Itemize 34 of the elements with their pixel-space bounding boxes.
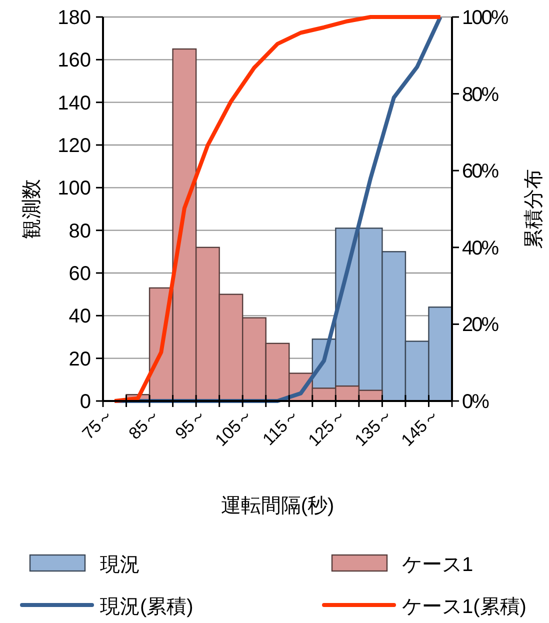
x-axis-title: 運転間隔(秒) xyxy=(220,495,334,517)
y-tick-label: 20 xyxy=(68,348,91,370)
y-tick-label: 60 xyxy=(68,263,91,285)
y-tick-label: 180 xyxy=(58,7,91,29)
y-tick-label: 80 xyxy=(68,220,91,242)
x-tick-label: 125～ xyxy=(304,404,350,450)
y2-tick-label: 100% xyxy=(462,7,509,29)
legend-label: 現況(累積) xyxy=(100,596,194,618)
y-tick-label: 100 xyxy=(58,178,91,200)
y2-tick-label: 20% xyxy=(462,314,500,336)
y-tick-label: 120 xyxy=(58,135,91,157)
y-tick-label: 140 xyxy=(58,92,91,114)
y2-tick-label: 0% xyxy=(462,391,490,413)
legend-label: 現況 xyxy=(100,554,140,576)
x-tick-label: 145～ xyxy=(398,404,444,450)
y2-tick-label: 40% xyxy=(462,237,500,260)
y-tick-label: 0 xyxy=(80,391,91,413)
y-tick-label: 160 xyxy=(58,50,91,72)
y-axis-title: 観測数 xyxy=(21,179,43,239)
legend-label: ケース1 xyxy=(402,554,474,576)
x-tick-label: 115～ xyxy=(258,404,304,450)
y2-tick-label: 80% xyxy=(462,84,500,106)
bar xyxy=(404,340,430,402)
x-tick-label: 135～ xyxy=(351,404,397,450)
bar xyxy=(382,251,406,402)
bar xyxy=(428,306,453,402)
y-tick-label: 40 xyxy=(68,306,91,328)
x-tick-label: 95～ xyxy=(172,404,211,444)
legend-label: ケース1(累積) xyxy=(402,596,526,618)
bar xyxy=(265,342,290,402)
x-tick-label: 105～ xyxy=(212,404,258,450)
x-tick-label: 85～ xyxy=(125,404,164,444)
y2-tick-label: 60% xyxy=(462,160,500,183)
y2-axis-title: 累積分布 xyxy=(523,169,545,249)
